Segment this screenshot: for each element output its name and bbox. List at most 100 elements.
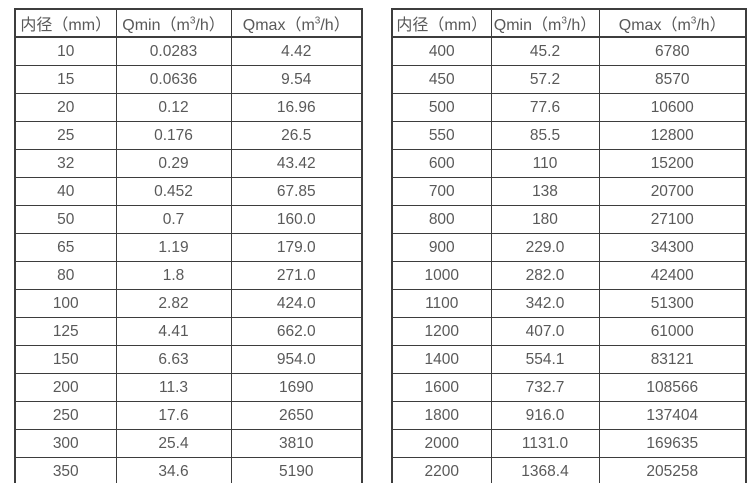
cell-diameter: 200 xyxy=(14,373,117,402)
cell-qmin: 57.2 xyxy=(490,65,600,94)
cell-qmax: 179.0 xyxy=(230,233,363,262)
column-header: 内径（mm） xyxy=(391,8,492,38)
cell-diameter: 700 xyxy=(391,177,492,206)
table-row: 1000 282.0 42400 xyxy=(391,261,747,290)
table-row: 2000 1131.0 169635 xyxy=(391,429,747,458)
table-row: 20 0.12 16.96 xyxy=(14,93,363,122)
cell-diameter: 900 xyxy=(391,233,492,262)
cell-qmax: 10600 xyxy=(598,93,747,122)
cell-diameter: 1000 xyxy=(391,261,492,290)
cell-diameter: 20 xyxy=(14,93,117,122)
cell-diameter: 25 xyxy=(14,121,117,150)
cell-diameter: 1200 xyxy=(391,317,492,346)
cell-qmin: 1.19 xyxy=(115,233,232,262)
table-row: 600 110 15200 xyxy=(391,149,747,178)
cell-qmax: 424.0 xyxy=(230,289,363,318)
cell-qmax: 83121 xyxy=(598,345,747,374)
cell-qmax: 51300 xyxy=(598,289,747,318)
cell-qmax: 43.42 xyxy=(230,149,363,178)
table-row: 25 0.176 26.5 xyxy=(14,121,363,150)
cell-qmax: 6780 xyxy=(598,36,747,66)
cell-qmin: 0.0636 xyxy=(115,65,232,94)
cell-qmin: 0.12 xyxy=(115,93,232,122)
column-header: Qmax（m3/h） xyxy=(598,8,747,38)
flow-rate-table-large-diameters: 内径（mm） Qmin（m3/h） Qmax（m3/h） 400 45.2 6780 45… xyxy=(391,8,747,483)
cell-qmin: 0.29 xyxy=(115,149,232,178)
cell-diameter: 450 xyxy=(391,65,492,94)
table-header: 内径（mm） Qmin（m3/h） Qmax（m3/h） xyxy=(391,8,747,38)
cell-diameter: 400 xyxy=(391,36,492,66)
cell-qmax: 15200 xyxy=(598,149,747,178)
cell-qmax: 108566 xyxy=(598,373,747,402)
cell-qmin: 732.7 xyxy=(490,373,600,402)
cell-qmin: 1131.0 xyxy=(490,429,600,458)
cell-diameter: 150 xyxy=(14,345,117,374)
column-header: Qmin（m3/h） xyxy=(115,8,232,38)
cell-diameter: 350 xyxy=(14,457,117,483)
cell-diameter: 10 xyxy=(14,36,117,66)
cell-qmax: 662.0 xyxy=(230,317,363,346)
cell-qmin: 342.0 xyxy=(490,289,600,318)
cell-qmax: 271.0 xyxy=(230,261,363,290)
flow-rate-table-small-diameters: 内径（mm） Qmin（m3/h） Qmax（m3/h） 10 0.0283 4.42 1… xyxy=(14,8,363,483)
table-row: 200 11.3 1690 xyxy=(14,373,363,402)
cell-qmin: 229.0 xyxy=(490,233,600,262)
table-row: 100 2.82 424.0 xyxy=(14,289,363,318)
table-row: 400 45.2 6780 xyxy=(391,36,747,66)
cell-qmax: 42400 xyxy=(598,261,747,290)
cell-qmin: 1.8 xyxy=(115,261,232,290)
cell-qmin: 1368.4 xyxy=(490,457,600,483)
cell-qmin: 2.82 xyxy=(115,289,232,318)
table-body: 10 0.0283 4.42 15 0.0636 9.54 20 0.12 16.96 25 0.1… xyxy=(14,36,363,483)
cell-diameter: 600 xyxy=(391,149,492,178)
table-row: 250 17.6 2650 xyxy=(14,401,363,430)
cell-diameter: 800 xyxy=(391,205,492,234)
table-row: 900 229.0 34300 xyxy=(391,233,747,262)
cell-diameter: 500 xyxy=(391,93,492,122)
column-header: Qmin（m3/h） xyxy=(490,8,600,38)
cell-qmin: 138 xyxy=(490,177,600,206)
table-row: 32 0.29 43.42 xyxy=(14,149,363,178)
cell-qmax: 27100 xyxy=(598,205,747,234)
cell-qmax: 2650 xyxy=(230,401,363,430)
cell-diameter: 32 xyxy=(14,149,117,178)
table-row: 1200 407.0 61000 xyxy=(391,317,747,346)
cell-diameter: 1100 xyxy=(391,289,492,318)
table-row: 550 85.5 12800 xyxy=(391,121,747,150)
table-row: 1400 554.1 83121 xyxy=(391,345,747,374)
table-row: 350 34.6 5190 xyxy=(14,457,363,483)
cell-diameter: 15 xyxy=(14,65,117,94)
cell-qmax: 137404 xyxy=(598,401,747,430)
cell-qmin: 110 xyxy=(490,149,600,178)
table-row: 1100 342.0 51300 xyxy=(391,289,747,318)
cell-diameter: 250 xyxy=(14,401,117,430)
cell-diameter: 1600 xyxy=(391,373,492,402)
table-row: 500 77.6 10600 xyxy=(391,93,747,122)
cell-qmax: 20700 xyxy=(598,177,747,206)
cell-diameter: 2000 xyxy=(391,429,492,458)
cell-qmin: 0.7 xyxy=(115,205,232,234)
cell-diameter: 50 xyxy=(14,205,117,234)
cell-qmin: 554.1 xyxy=(490,345,600,374)
header-row: 内径（mm） Qmin（m3/h） Qmax（m3/h） xyxy=(14,8,363,38)
cell-qmax: 8570 xyxy=(598,65,747,94)
cell-qmax: 61000 xyxy=(598,317,747,346)
cell-qmax: 9.54 xyxy=(230,65,363,94)
cell-qmin: 916.0 xyxy=(490,401,600,430)
cell-qmin: 11.3 xyxy=(115,373,232,402)
cell-qmax: 67.85 xyxy=(230,177,363,206)
cell-qmin: 0.176 xyxy=(115,121,232,150)
cell-qmin: 282.0 xyxy=(490,261,600,290)
cell-qmin: 4.41 xyxy=(115,317,232,346)
table-row: 15 0.0636 9.54 xyxy=(14,65,363,94)
cell-qmin: 45.2 xyxy=(490,36,600,66)
cell-qmax: 34300 xyxy=(598,233,747,262)
cell-qmin: 25.4 xyxy=(115,429,232,458)
table-body: 400 45.2 6780 450 57.2 8570 500 77.6 10600 550 85.… xyxy=(391,36,747,483)
cell-qmax: 160.0 xyxy=(230,205,363,234)
cell-qmin: 0.452 xyxy=(115,177,232,206)
cell-qmin: 6.63 xyxy=(115,345,232,374)
table-row: 50 0.7 160.0 xyxy=(14,205,363,234)
cell-qmin: 77.6 xyxy=(490,93,600,122)
